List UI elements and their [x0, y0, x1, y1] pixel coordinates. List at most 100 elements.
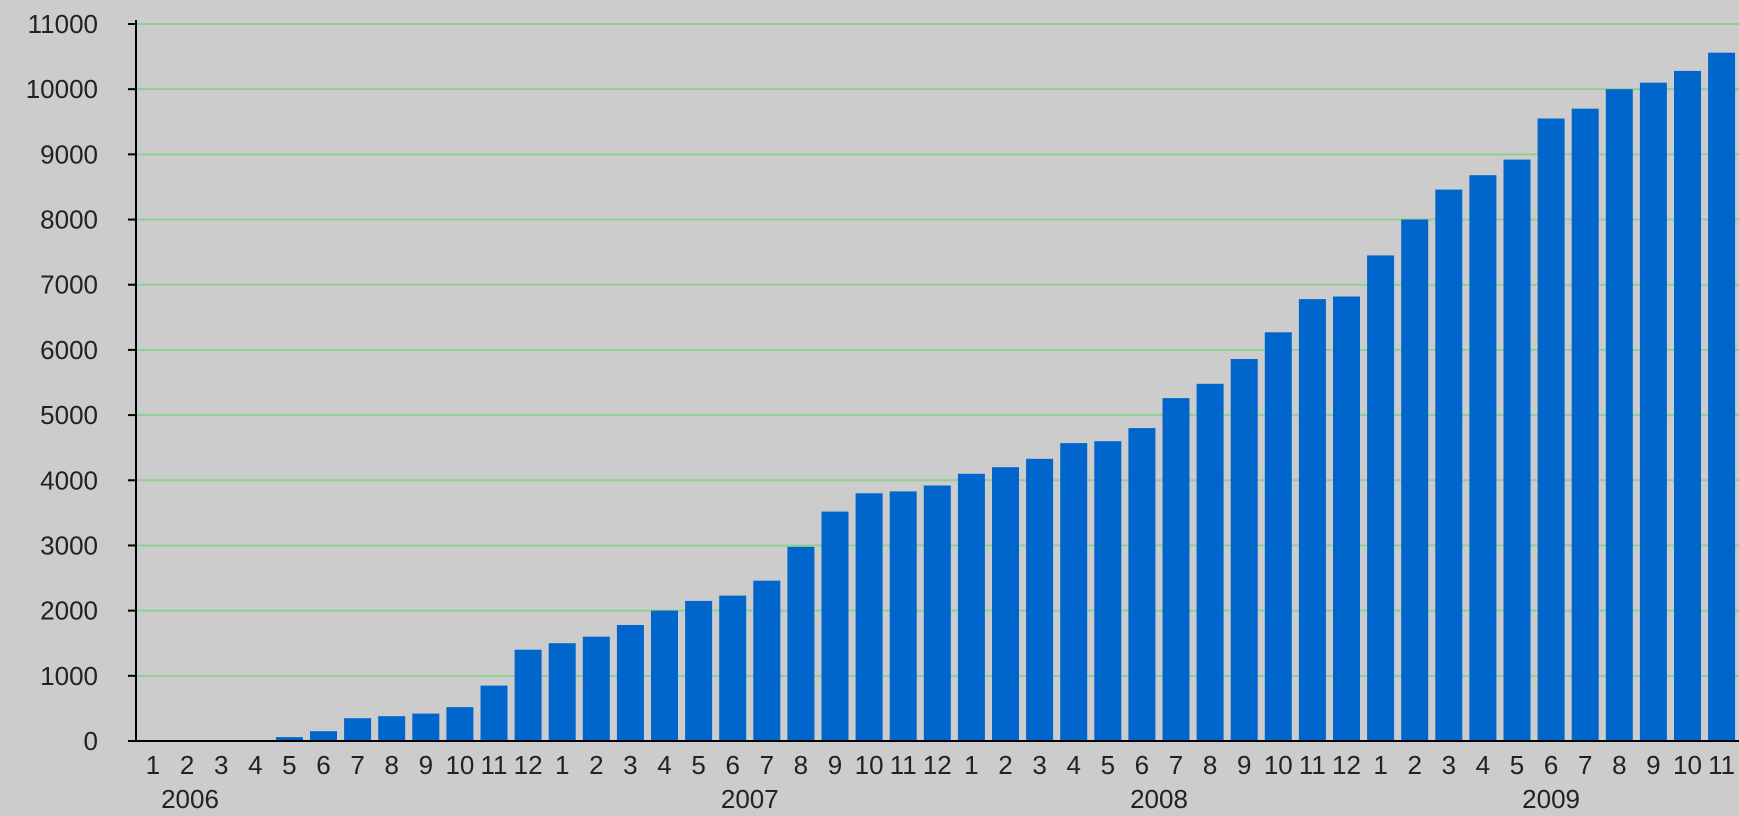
x-tick-label: 1 — [555, 750, 569, 780]
bar — [1639, 82, 1667, 741]
bar — [1333, 296, 1360, 741]
year-label: 2009 — [1522, 784, 1580, 814]
x-tick-label: 12 — [1332, 750, 1361, 780]
bar — [923, 485, 951, 741]
x-tick-label: 8 — [1612, 750, 1626, 780]
x-tick-label: 5 — [282, 750, 296, 780]
bar — [1469, 175, 1497, 741]
x-tick-label: 10 — [855, 750, 884, 780]
x-tick-label: 5 — [1510, 750, 1524, 780]
x-tick-label: 9 — [419, 750, 433, 780]
x-tick-label: 6 — [1135, 750, 1149, 780]
x-tick-label: 11 — [890, 750, 917, 780]
bar — [344, 718, 372, 741]
bar — [310, 731, 337, 741]
x-tick-label: 12 — [923, 750, 952, 780]
x-tick-label: 3 — [623, 750, 637, 780]
bar — [957, 473, 985, 741]
y-tick-label: 11000 — [28, 9, 98, 39]
bar — [1401, 219, 1429, 741]
bar — [1162, 398, 1190, 741]
y-tick-label: 4000 — [40, 465, 98, 495]
bar — [719, 595, 747, 741]
bar — [1708, 52, 1736, 741]
x-tick-label: 4 — [1476, 750, 1490, 780]
x-tick-label: 10 — [1264, 750, 1293, 780]
y-tick-label: 9000 — [40, 139, 98, 169]
y-tick-label: 5000 — [40, 400, 98, 430]
x-tick-label: 8 — [794, 750, 808, 780]
bar — [1367, 255, 1395, 741]
y-tick-label: 7000 — [40, 270, 98, 300]
x-tick-label: 8 — [384, 750, 398, 780]
y-tick-label: 0 — [84, 726, 98, 756]
bar — [275, 737, 303, 741]
bar — [753, 580, 781, 741]
x-tick-label: 7 — [760, 750, 774, 780]
x-tick-label: 2 — [180, 750, 194, 780]
x-tick-label: 1 — [146, 750, 160, 780]
bar — [685, 600, 713, 741]
year-label: 2008 — [1130, 784, 1188, 814]
bar — [1230, 359, 1258, 741]
bar — [1605, 89, 1633, 741]
bar — [1503, 159, 1531, 742]
bar — [889, 491, 917, 741]
bar — [1128, 428, 1156, 741]
x-tick-label: 6 — [316, 750, 330, 780]
bar — [446, 707, 474, 741]
x-tick-label: 6 — [1544, 750, 1558, 780]
x-tick-label: 1 — [964, 750, 978, 780]
bar — [548, 643, 576, 741]
x-tick-label: 2 — [1407, 750, 1421, 780]
x-tick-label: 10 — [445, 750, 474, 780]
bar — [1094, 441, 1122, 741]
bar — [1537, 118, 1565, 741]
x-tick-label: 11 — [1708, 750, 1735, 780]
bar — [1264, 332, 1292, 741]
x-tick-label: 3 — [1032, 750, 1046, 780]
x-tick-label: 3 — [214, 750, 228, 780]
bar — [1196, 383, 1224, 741]
x-tick-label: 4 — [657, 750, 671, 780]
x-tick-label: 4 — [1066, 750, 1080, 780]
bar — [1298, 299, 1326, 741]
bar — [1571, 108, 1599, 741]
x-tick-label: 2 — [589, 750, 603, 780]
x-tick-label: 1 — [1373, 750, 1387, 780]
bar — [480, 685, 508, 741]
x-tick-label: 5 — [691, 750, 705, 780]
bar — [1060, 443, 1088, 741]
x-tick-label: 4 — [248, 750, 262, 780]
y-tick-label: 8000 — [40, 205, 98, 235]
bar — [378, 716, 406, 741]
y-tick-label: 6000 — [40, 335, 98, 365]
y-tick-label: 2000 — [40, 596, 98, 626]
bar — [1026, 458, 1054, 741]
bar — [616, 625, 644, 741]
bar — [1674, 70, 1701, 741]
x-tick-label: 9 — [1646, 750, 1660, 780]
bar — [582, 636, 610, 741]
x-tick-label: 12 — [514, 750, 543, 780]
x-tick-label: 7 — [1169, 750, 1183, 780]
x-tick-label: 11 — [481, 750, 508, 780]
x-tick-label: 9 — [1237, 750, 1251, 780]
bar — [855, 493, 883, 741]
bar — [821, 511, 849, 741]
year-label: 2007 — [721, 784, 779, 814]
bar — [787, 546, 815, 741]
x-tick-label: 7 — [1578, 750, 1592, 780]
x-tick-label: 8 — [1203, 750, 1217, 780]
bar — [412, 713, 440, 741]
y-tick-label: 10000 — [26, 74, 98, 104]
bar — [1435, 189, 1463, 742]
x-tick-label: 10 — [1673, 750, 1702, 780]
bar — [992, 467, 1019, 741]
bar — [651, 610, 678, 741]
x-tick-label: 5 — [1101, 750, 1115, 780]
y-tick-label: 3000 — [40, 530, 98, 560]
x-tick-label: 3 — [1442, 750, 1456, 780]
